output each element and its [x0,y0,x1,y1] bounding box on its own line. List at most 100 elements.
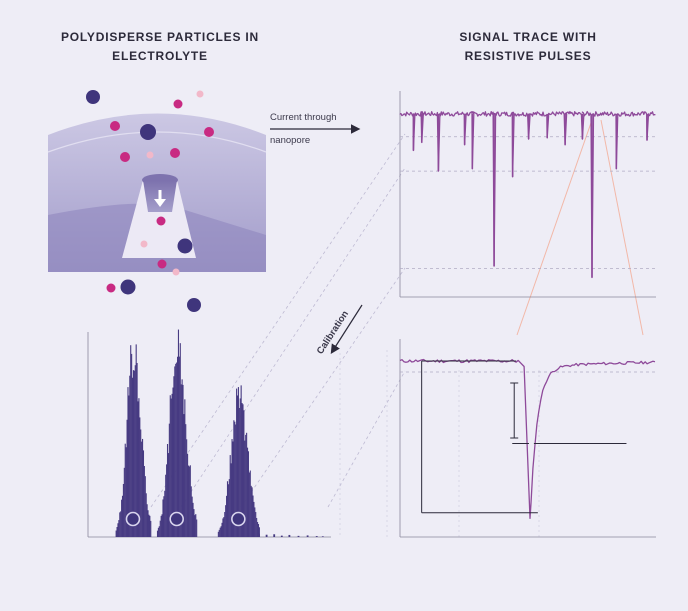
histogram-bar [251,487,253,537]
particle [177,238,193,254]
histogram-bar [138,398,140,537]
particle [146,151,154,159]
histogram-bar [218,529,220,537]
histogram-bar [133,370,135,537]
histogram-bar [246,432,248,537]
histogram-bar [256,517,258,537]
histogram-bar [121,499,123,537]
histogram-bar [229,455,231,537]
histogram-bar [174,366,176,537]
pulse-zoom-chart [399,339,656,538]
histogram-bar [227,484,229,537]
histogram-bar [222,518,224,537]
left-heading-line1: POLYDISPERSE PARTICLES IN [61,30,259,44]
dotted-connector [180,167,406,508]
histogram-bar [118,520,120,537]
histogram-bar [297,535,300,537]
calibration-label: Calibration [315,309,351,357]
histogram-bar [315,536,318,537]
histogram-bar [221,522,223,537]
histogram-bar [234,421,236,537]
histogram-bar [140,429,142,537]
histogram-bar [132,370,134,537]
histogram-bar [188,466,190,537]
histogram-bar [230,463,232,537]
histogram-bar [321,536,324,537]
particle [110,121,120,131]
histogram-bar [145,493,147,537]
histogram-bar [191,496,193,537]
histogram-bar [184,399,186,537]
histogram-bar [148,514,150,537]
particle [204,127,214,137]
histogram-bar [242,404,244,537]
signal-trace-chart [399,91,656,298]
histogram-bar [255,512,257,537]
particle [173,99,183,109]
histogram-bar [131,377,134,537]
histogram-bar [167,453,169,537]
histogram-bar [134,365,136,537]
histogram-bar [273,534,276,537]
histogram-bar [162,499,164,537]
histogram-bar [136,362,138,537]
histogram-bar [236,395,239,537]
histogram-bar [149,515,151,537]
histogram-bar [245,434,247,537]
histogram-bar [247,451,249,537]
histogram-bar [164,490,166,537]
connector-lines [150,119,644,537]
histogram-bar [159,520,161,537]
histogram-bar [265,534,268,537]
histogram-bar [186,439,188,537]
particle [172,268,180,276]
particle [187,298,201,312]
histogram-bar [244,440,246,537]
histogram-bar [219,527,221,537]
histogram-bar [194,515,196,537]
dotted-connector [327,370,406,508]
particle [170,148,180,158]
histogram-bar [240,385,242,537]
histogram-bar [280,535,283,537]
signal-trace-line [399,110,656,279]
calibration-arrow [330,304,363,355]
histogram-bar [128,395,130,537]
histogram-bar [177,329,180,537]
histogram-bar [126,419,128,537]
histogram-bar [129,375,131,537]
histogram-bar [171,393,173,537]
histogram-bar [137,401,139,537]
left-heading-line2: ELECTROLYTE [112,49,208,63]
particle [106,283,116,293]
histogram-bar [238,407,240,537]
histogram-bar [146,504,148,537]
histogram-bar [249,470,251,537]
histogram-bar [195,514,197,537]
histogram-bar [181,379,183,537]
histogram-bar [141,441,143,537]
histogram-bar [257,522,259,537]
histogram-bar [185,424,187,537]
histogram-bar [142,450,145,537]
histogram-bar [237,387,239,537]
histogram-bar [150,520,152,537]
particle [156,216,166,226]
histogram-bar [163,496,165,537]
histogram-bar [257,524,260,537]
histogram-bar [223,517,225,537]
histogram-bar [170,398,172,537]
histogram-bar [246,447,249,537]
histogram-bar [224,512,226,537]
histogram-bar [226,481,229,537]
histogram-bar [172,387,174,537]
histogram-bar [120,511,122,537]
histogram-bar [231,439,233,537]
histogram-bar [241,403,243,537]
nanopore-illustration [47,90,267,312]
histogram-bar [180,384,182,537]
histogram-bar [157,527,159,537]
histogram-bar [258,533,260,537]
